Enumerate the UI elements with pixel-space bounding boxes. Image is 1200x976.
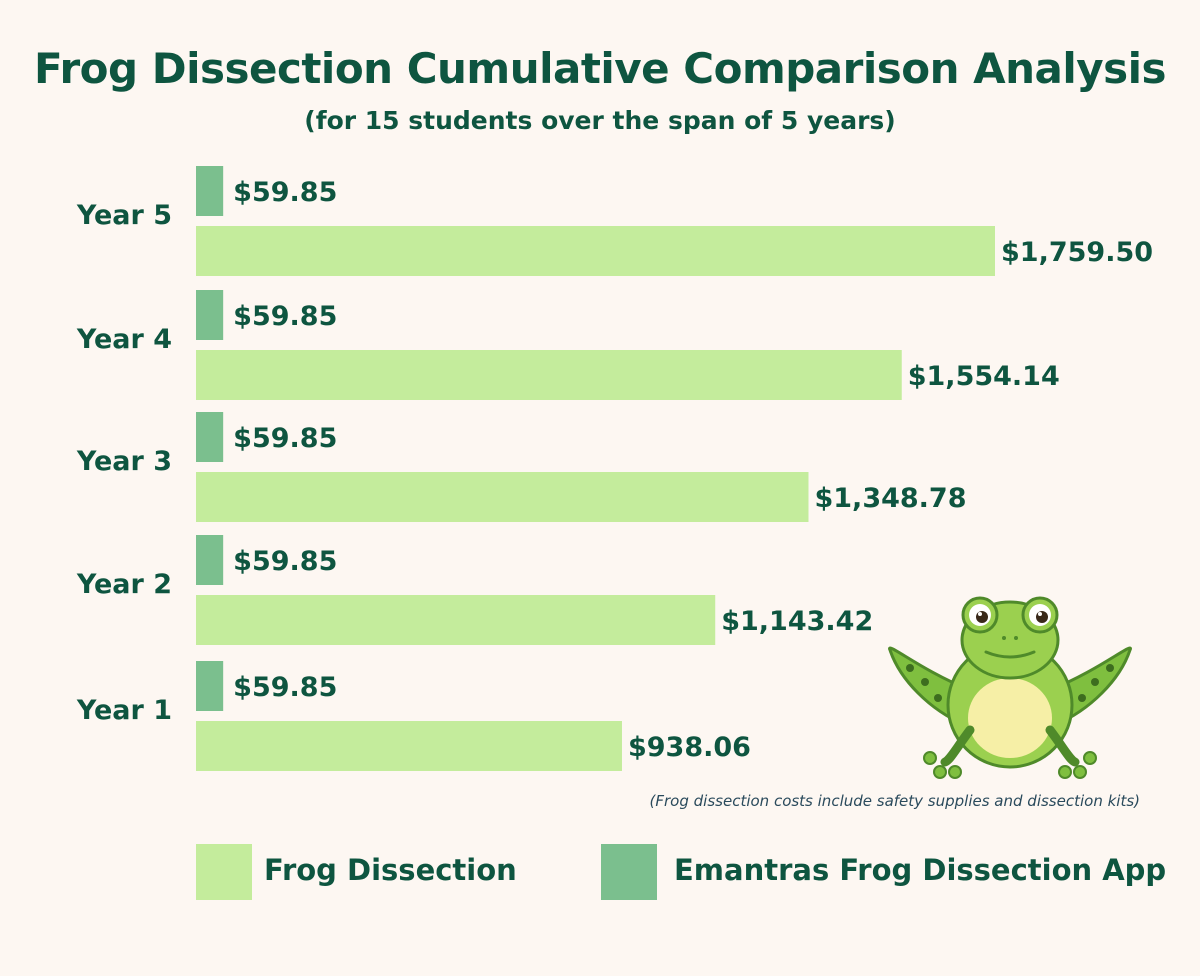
chart-footnote: (Frog dissection costs include safety su… (649, 792, 1140, 810)
bar-frog-dissection-year-4 (196, 350, 902, 400)
category-label-year-3: Year 3 (76, 446, 172, 477)
data-label-frog-dissection-year-3: $1,348.78 (814, 483, 966, 514)
legend-label-app: Emantras Frog Dissection App (674, 853, 1167, 887)
category-label-year-1: Year 1 (76, 695, 172, 726)
data-label-frog-dissection-year-5: $1,759.50 (1001, 237, 1153, 268)
data-label-frog-dissection-year-2: $1,143.42 (721, 606, 873, 637)
category-label-year-2: Year 2 (76, 569, 172, 600)
bar-app-year-5 (196, 166, 224, 216)
frog-illustration-icon (888, 596, 1132, 779)
category-label-year-4: Year 4 (76, 324, 172, 355)
bar-frog-dissection-year-3 (196, 472, 809, 522)
chart-title: Frog Dissection Cumulative Comparison An… (33, 44, 1167, 93)
chart-subtitle: (for 15 students over the span of 5 year… (304, 106, 896, 135)
bar-frog-dissection-year-1 (196, 721, 622, 771)
bar-frog-dissection-year-5 (196, 226, 995, 276)
data-label-app-year-2: $59.85 (233, 546, 337, 577)
data-label-frog-dissection-year-4: $1,554.14 (908, 361, 1060, 392)
data-label-app-year-3: $59.85 (233, 423, 337, 454)
data-label-app-year-4: $59.85 (233, 301, 337, 332)
data-label-app-year-1: $59.85 (233, 672, 337, 703)
bar-app-year-2 (196, 535, 224, 585)
legend-swatch-frog-dissection (196, 844, 252, 900)
bar-frog-dissection-year-2 (196, 595, 716, 645)
legend-label-frog-dissection: Frog Dissection (264, 853, 517, 887)
legend-swatch-app (601, 844, 657, 900)
bar-app-year-4 (196, 290, 224, 340)
data-label-app-year-5: $59.85 (233, 177, 337, 208)
bar-app-year-3 (196, 412, 224, 462)
data-label-frog-dissection-year-1: $938.06 (628, 732, 751, 763)
bar-app-year-1 (196, 661, 224, 711)
category-label-year-5: Year 5 (76, 200, 172, 231)
